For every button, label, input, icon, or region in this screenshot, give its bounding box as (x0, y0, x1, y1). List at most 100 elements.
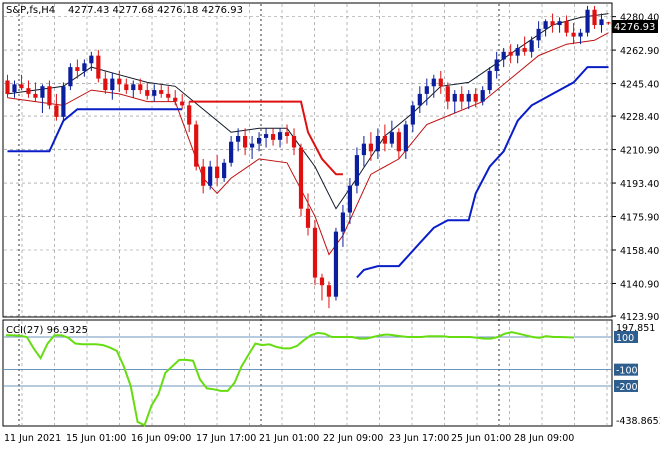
chart-header-symbol: S&P,fs,H4 (6, 5, 55, 16)
candle-body (201, 166, 206, 186)
cci-indicator-label: CCI(27) 96.9325 (6, 325, 88, 336)
candle-body (466, 93, 471, 102)
cci-tick-label: 100 (616, 333, 634, 344)
candle-body (291, 135, 297, 148)
cci-level-tag (614, 330, 638, 343)
candle-body (173, 97, 178, 102)
candle-body (229, 141, 234, 163)
price-tick-label: 4175.90 (620, 213, 659, 224)
candle-body (494, 59, 499, 71)
time-tick-label: 16 Jun 09:00 (131, 433, 191, 444)
candle-body (543, 21, 548, 29)
candle-body (445, 86, 450, 102)
candle-body (368, 143, 373, 152)
time-tick-label: 23 Jun 17:00 (389, 433, 449, 444)
candle-body (103, 78, 108, 91)
candle-body (75, 67, 80, 71)
candle-body (159, 90, 164, 94)
time-axis: 11 Jun 2021 15 Jun 01:00 16 Jun 09:00 17 Ju… (4, 433, 574, 444)
time-tick-label: 17 Jun 17:00 (196, 433, 256, 444)
chart-header-ohlc: 4277.43 4277.68 4276.18 4276.93 (68, 5, 243, 16)
indicator-lines (7, 13, 609, 279)
price-tag: 4276.93 (614, 22, 655, 33)
candle-body (298, 147, 304, 209)
candle-body (187, 105, 192, 125)
cci-series-line (6, 331, 575, 427)
candle-body (26, 88, 31, 94)
candle-body (68, 67, 73, 87)
candle-body (166, 93, 171, 98)
candle-body (508, 51, 513, 56)
candle-body (438, 78, 443, 87)
candle-body (606, 22, 611, 24)
price-tick-label: 4193.40 (620, 179, 659, 190)
cci-tick-label: -200 (616, 382, 638, 393)
cci-tick-label: 197.851 (616, 323, 655, 334)
time-tick-label: 21 Jun 01:00 (259, 433, 319, 444)
candle-body (354, 155, 360, 186)
candle-body (180, 101, 185, 106)
cci-plot-frame (2, 319, 613, 427)
cci-line (6, 331, 575, 427)
candle-body (578, 32, 583, 37)
candle-body (417, 93, 422, 106)
price-tick-label: 4228.40 (620, 112, 659, 123)
candle-body (473, 93, 478, 102)
envelope-line (7, 13, 609, 210)
candle-body (389, 132, 394, 144)
candle-body (361, 143, 367, 156)
candle-body (410, 105, 415, 125)
candle-body (249, 143, 255, 148)
price-tick-label: 4123.90 (620, 312, 659, 323)
candles (5, 5, 611, 309)
candle-body (47, 86, 52, 106)
price-tick-label: 4210.90 (620, 146, 659, 157)
candle-body (96, 55, 101, 79)
envelope-line (7, 32, 609, 256)
candle-body (124, 84, 129, 91)
price-tick-label: 4140.90 (620, 279, 659, 290)
candle-body (501, 51, 506, 60)
candle-body (592, 9, 597, 26)
candle-body (236, 135, 241, 142)
candle-body (131, 84, 136, 91)
candle-body (312, 227, 318, 278)
time-tick-label: 25 Jun 01:00 (451, 433, 511, 444)
candle-body (138, 84, 143, 91)
candle-body (571, 32, 576, 37)
cci-tick-label: -100 (616, 366, 638, 377)
time-tick-label: 22 Jun 09:00 (323, 433, 383, 444)
candle-body (480, 90, 485, 102)
candle-body (347, 185, 353, 213)
candle-body (403, 124, 408, 152)
candle-body (382, 135, 387, 144)
time-tick-label: 15 Jun 01:00 (66, 433, 126, 444)
candle-body (487, 70, 492, 91)
price-axis: 4280.40 4262.90 4245.40 4228.40 4210.90 4193.… (612, 13, 659, 323)
candle-body (12, 84, 17, 92)
candle-body (222, 162, 227, 179)
candle-body (110, 78, 115, 91)
candle-body (263, 134, 269, 138)
candle-body (61, 86, 66, 117)
candle-body (243, 135, 248, 148)
cci-tick-label: -438.8653 (616, 416, 660, 427)
candle-body (54, 105, 59, 117)
candle-body (599, 19, 604, 26)
trailing-stop-line (189, 100, 343, 176)
candle-body (145, 90, 150, 96)
candle-body (33, 93, 38, 98)
candle-body (424, 86, 429, 94)
candle-body (529, 40, 534, 52)
candle-body (82, 63, 87, 71)
candle-body (89, 55, 94, 64)
candle-body (5, 80, 10, 94)
candle-body (208, 166, 213, 186)
cci-level-tag (614, 379, 638, 392)
candle-body (431, 78, 436, 87)
time-tick-label: 11 Jun 2021 (4, 433, 61, 444)
candle-body (40, 86, 45, 98)
candle-body (396, 132, 401, 152)
